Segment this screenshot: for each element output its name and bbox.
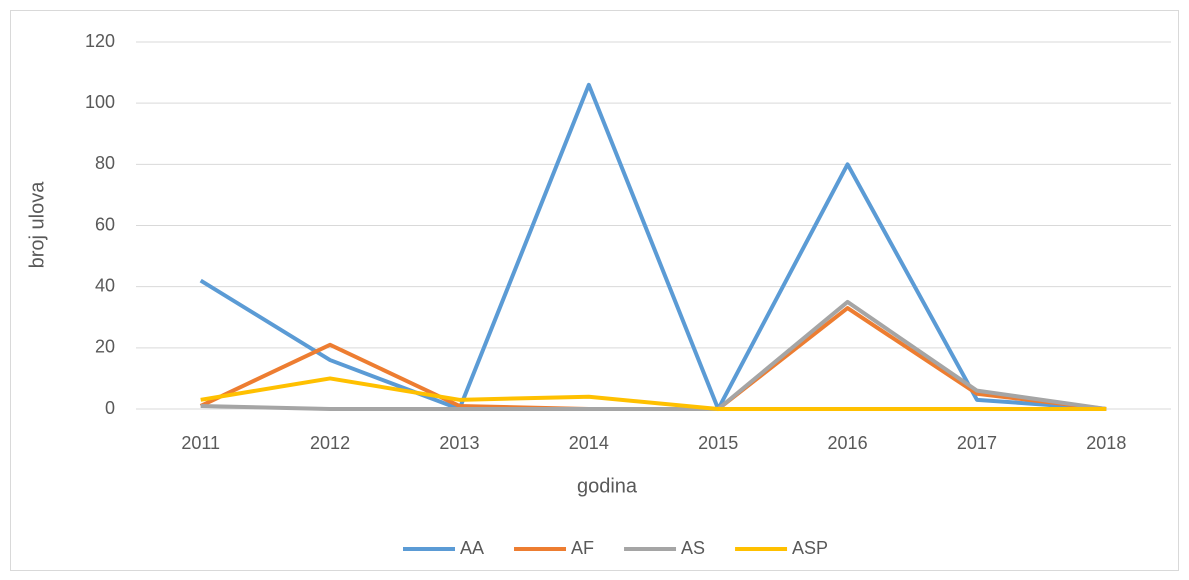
x-tick-label: 2013 — [439, 433, 479, 453]
y-axis-label: broj ulova — [26, 181, 48, 269]
y-tick-label: 120 — [85, 31, 115, 51]
x-tick-label: 2015 — [698, 433, 738, 453]
series-line — [200, 299, 1107, 411]
legend-label: AS — [681, 538, 705, 558]
series-line — [200, 376, 1107, 411]
x-tick-label: 2018 — [1086, 433, 1126, 453]
y-tick-label: 0 — [105, 398, 115, 418]
x-tick-label: 2014 — [569, 433, 609, 453]
y-tick-label: 80 — [95, 153, 115, 173]
y-tick-label: 100 — [85, 92, 115, 112]
y-tick-label: 40 — [95, 275, 115, 295]
y-tick-label: 20 — [95, 337, 115, 357]
legend-label: ASP — [792, 538, 828, 558]
x-tick-label: 2016 — [828, 433, 868, 453]
x-axis-label: godina — [577, 475, 638, 497]
legend-label: AF — [571, 538, 594, 558]
legend-label: AA — [460, 538, 484, 558]
x-tick-label: 2017 — [957, 433, 997, 453]
series-line — [199, 82, 1107, 411]
y-tick-label: 60 — [95, 214, 115, 234]
x-tick-label: 2012 — [310, 433, 350, 453]
x-tick-label: 2011 — [181, 433, 220, 453]
